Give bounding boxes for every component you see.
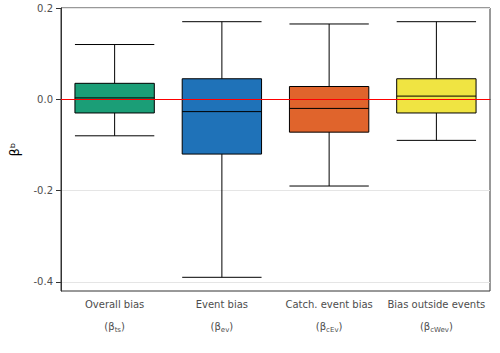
- svg-text:ts: ts: [114, 325, 121, 334]
- svg-text:): ): [339, 321, 343, 332]
- svg-text:(β: (β: [104, 321, 114, 332]
- svg-text:cWev: cWev: [430, 326, 449, 334]
- svg-text:): ): [229, 321, 233, 332]
- svg-text:0.2: 0.2: [37, 3, 53, 14]
- svg-text:Event bias: Event bias: [196, 299, 248, 310]
- svg-text:ev: ev: [221, 326, 229, 334]
- svg-text:(β: (β: [420, 321, 430, 332]
- svg-text:): ): [121, 321, 125, 332]
- svg-text:Catch. event bias: Catch. event bias: [285, 299, 372, 310]
- svg-text:Overall bias: Overall bias: [85, 299, 144, 310]
- svg-text:βᵇ: βᵇ: [7, 143, 22, 157]
- svg-text:cEv: cEv: [326, 326, 338, 334]
- svg-text:(β: (β: [211, 321, 221, 332]
- svg-text:-0.2: -0.2: [33, 185, 53, 196]
- svg-text:(β: (β: [316, 321, 326, 332]
- svg-text:0.0: 0.0: [37, 94, 53, 105]
- svg-text:): ): [449, 321, 453, 332]
- svg-text:Bias outside events: Bias outside events: [387, 299, 485, 310]
- svg-text:-0.4: -0.4: [33, 276, 53, 287]
